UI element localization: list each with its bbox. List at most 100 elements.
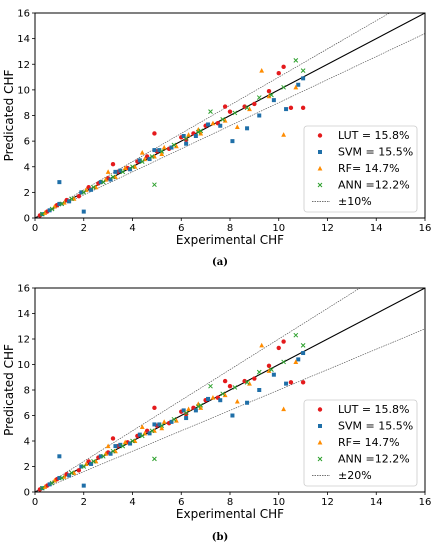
data-point [120, 169, 126, 175]
data-point [281, 359, 286, 365]
data-point [105, 169, 111, 174]
y-tick-label: 6 [24, 411, 30, 422]
data-point [271, 98, 276, 103]
data-point [271, 372, 276, 377]
legend-marker [317, 456, 323, 462]
data-point [266, 93, 272, 99]
data-point [281, 84, 286, 90]
data-point [130, 438, 135, 444]
data-point [161, 144, 167, 150]
data-point [79, 190, 84, 195]
data-point [122, 439, 128, 445]
legend-label: SVM = 15.5% [338, 146, 413, 159]
data-point [234, 124, 240, 130]
data-point [281, 406, 287, 412]
data-point [300, 68, 306, 74]
data-point [42, 484, 48, 489]
data-point [257, 388, 262, 392]
data-point [152, 456, 157, 462]
data-point [147, 431, 152, 436]
data-point [47, 208, 52, 213]
x-tick-label: 10 [272, 223, 285, 234]
data-point [284, 107, 289, 112]
data-point [183, 136, 189, 141]
data-point [242, 104, 247, 109]
data-point [57, 475, 62, 480]
series-triangle [42, 68, 299, 215]
data-point [57, 201, 62, 206]
data-point [252, 101, 257, 107]
y-tick-label: 14 [17, 309, 30, 320]
data-point [208, 109, 213, 115]
data-point [100, 179, 106, 185]
data-point [206, 396, 211, 401]
data-point [169, 145, 174, 150]
y-tick-label: 8 [24, 386, 30, 397]
x-tick-label: 16 [419, 223, 432, 234]
data-point [220, 116, 226, 122]
legend-marker [317, 133, 323, 138]
data-point [184, 416, 189, 421]
data-point [183, 412, 189, 417]
data-point [157, 422, 162, 427]
series-square [40, 351, 306, 491]
x-tick-label: 16 [419, 497, 432, 508]
legend-label: ±20% [338, 469, 372, 482]
data-point [195, 129, 201, 135]
data-point [110, 448, 116, 454]
legend-label: RF= 14.7% [338, 436, 400, 449]
data-point [57, 454, 62, 459]
x-tick-label: 0 [32, 223, 38, 234]
y-tick-label: 12 [17, 60, 30, 71]
x-tick-label: 8 [227, 223, 233, 234]
series-circle [37, 64, 306, 218]
x-tick-label: 14 [370, 223, 383, 234]
y-tick-label: 6 [24, 137, 30, 148]
data-point [118, 442, 123, 447]
y-tick-label: 14 [17, 34, 30, 45]
data-point [293, 332, 299, 338]
data-point [147, 157, 152, 162]
data-point [152, 148, 157, 153]
data-point [49, 480, 55, 486]
data-point [110, 436, 116, 441]
data-point [281, 132, 287, 137]
data-point [76, 468, 82, 473]
data-point [288, 380, 294, 385]
data-point [81, 464, 87, 469]
data-point [296, 357, 301, 362]
x-tick-label: 14 [370, 497, 383, 508]
x-tick-label: 12 [321, 223, 334, 234]
data-point [122, 165, 128, 171]
data-point [259, 68, 265, 73]
legend-box [303, 399, 418, 487]
legend: LUT = 15.8% SVM = 15.5% RF= 14.7% ANN =12.2… [303, 125, 418, 213]
data-point [91, 459, 96, 464]
data-point [227, 109, 233, 114]
data-point [245, 400, 250, 405]
y-tick-label: 2 [24, 462, 30, 473]
data-point [227, 383, 233, 389]
y-axis-label: Predicated CHF [2, 344, 16, 436]
data-point [247, 106, 252, 112]
data-point [139, 424, 145, 429]
data-point [59, 475, 65, 481]
lower-band-line [35, 33, 425, 218]
data-point [301, 351, 306, 356]
legend-label: RF= 14.7% [338, 162, 400, 175]
y-tick-label: 8 [24, 111, 30, 122]
data-point [186, 406, 191, 412]
legend-marker [318, 150, 322, 154]
legend-marker [317, 182, 323, 188]
figure-caption: (b) [212, 532, 228, 543]
x-tick-label: 2 [81, 223, 87, 234]
data-point [149, 428, 155, 434]
data-point [269, 92, 274, 98]
data-point [100, 453, 106, 459]
data-point [252, 376, 257, 381]
data-point [276, 71, 281, 76]
series-cross [39, 332, 306, 491]
data-point [234, 398, 240, 404]
y-tick-label: 16 [17, 284, 30, 295]
data-point [210, 395, 216, 400]
